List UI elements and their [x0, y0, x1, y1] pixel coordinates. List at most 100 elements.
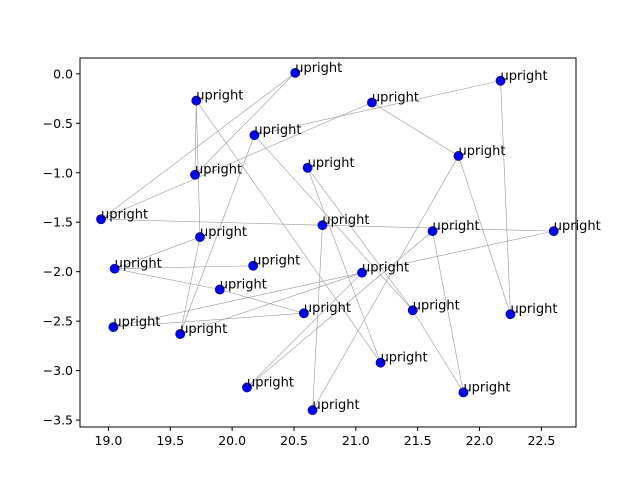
- x-tick-label: 20.5: [280, 433, 308, 448]
- point-label: upright: [458, 144, 505, 159]
- data-point: [249, 130, 260, 141]
- edge-line: [100, 102, 373, 220]
- point-label: upright: [322, 213, 369, 228]
- edge-line: [307, 167, 381, 363]
- edge-line: [254, 80, 501, 136]
- edge-line: [322, 224, 554, 232]
- point-label: upright: [196, 89, 243, 104]
- edge-line: [195, 100, 201, 238]
- point-label: upright: [510, 302, 557, 317]
- y-tick-label: −3.5: [43, 413, 73, 428]
- y-tick-label: −1.5: [43, 215, 73, 230]
- data-point: [505, 309, 516, 320]
- data-point: [307, 405, 318, 416]
- points-layer: [96, 67, 559, 416]
- edge-line: [113, 312, 304, 328]
- edge-line: [432, 231, 464, 393]
- data-point: [548, 226, 559, 237]
- edge-line: [114, 236, 201, 269]
- edge-line: [196, 100, 381, 363]
- edge-line: [101, 218, 323, 226]
- data-point: [317, 220, 328, 231]
- edges-layer: [100, 72, 554, 411]
- data-point: [427, 226, 438, 237]
- point-label: upright: [413, 298, 460, 313]
- data-point: [458, 387, 469, 398]
- point-label: upright: [372, 91, 419, 106]
- point-label: upright: [381, 351, 428, 366]
- data-point: [375, 357, 386, 368]
- edge-line: [371, 102, 459, 157]
- data-point: [96, 214, 106, 225]
- data-point: [108, 322, 119, 332]
- point-label: upright: [101, 207, 148, 222]
- point-label: upright: [113, 315, 160, 330]
- point-label: upright: [362, 261, 409, 276]
- y-tick-label: −3.0: [43, 363, 73, 378]
- data-point: [302, 162, 313, 173]
- data-point: [195, 232, 205, 242]
- data-point: [214, 284, 225, 295]
- edge-line: [458, 155, 511, 315]
- y-axis: 0.0 −0.5 −1.0 −1.5 −2.0 −2.5 −3.0 −3.5: [43, 66, 80, 428]
- data-point: [367, 97, 377, 108]
- edge-line: [194, 72, 296, 175]
- data-point: [407, 305, 418, 316]
- edge-line: [361, 230, 554, 273]
- edge-line: [500, 80, 511, 315]
- edge-line: [307, 167, 413, 311]
- point-labels-layer: upright upright upright upright upright uprig…: [101, 61, 601, 413]
- point-label: upright: [501, 69, 548, 84]
- x-tick-label: 20.0: [218, 433, 246, 448]
- point-label: upright: [200, 225, 247, 240]
- x-tick-label: 19.5: [156, 433, 184, 448]
- edge-line: [194, 100, 197, 175]
- edge-line: [114, 268, 220, 290]
- data-point: [191, 95, 202, 106]
- data-point: [290, 67, 301, 78]
- edge-line: [179, 135, 255, 335]
- y-tick-label: −2.5: [43, 314, 73, 329]
- x-tick-label: 22.0: [466, 433, 494, 448]
- point-label: upright: [308, 156, 355, 171]
- data-point: [190, 169, 200, 180]
- edge-line: [113, 272, 363, 328]
- data-point: [357, 267, 367, 278]
- point-label: upright: [295, 61, 342, 76]
- point-label: upright: [195, 163, 242, 178]
- data-point: [298, 308, 309, 319]
- point-label: upright: [304, 301, 351, 316]
- edge-line: [180, 272, 363, 335]
- edge-line: [114, 265, 254, 270]
- x-tick-label: 21.0: [342, 433, 370, 448]
- data-point: [248, 260, 259, 271]
- plot-area-frame: [79, 57, 577, 428]
- edge-line: [219, 289, 304, 314]
- edge-line: [312, 225, 323, 411]
- point-label: upright: [554, 219, 601, 234]
- y-tick-label: −2.0: [43, 264, 73, 279]
- edge-line: [246, 230, 433, 388]
- data-point: [453, 151, 464, 161]
- point-label: upright: [313, 398, 360, 413]
- data-point: [242, 382, 252, 393]
- edge-line: [254, 134, 413, 311]
- point-label: upright: [180, 322, 227, 337]
- y-tick-label: −1.0: [43, 165, 73, 180]
- data-point: [495, 75, 506, 86]
- point-label: upright: [115, 257, 162, 272]
- edge-line: [179, 236, 201, 335]
- point-label: upright: [253, 254, 300, 269]
- point-label: upright: [433, 219, 480, 234]
- edge-line: [100, 72, 296, 220]
- x-tick-label: 19.0: [95, 433, 123, 448]
- point-label: upright: [247, 375, 294, 390]
- edge-line: [412, 310, 464, 393]
- point-label: upright: [220, 277, 267, 292]
- x-tick-label: 21.5: [404, 433, 432, 448]
- edge-line: [246, 272, 363, 388]
- y-tick-label: −0.5: [43, 116, 73, 131]
- data-point: [175, 329, 186, 339]
- point-label: upright: [254, 123, 301, 138]
